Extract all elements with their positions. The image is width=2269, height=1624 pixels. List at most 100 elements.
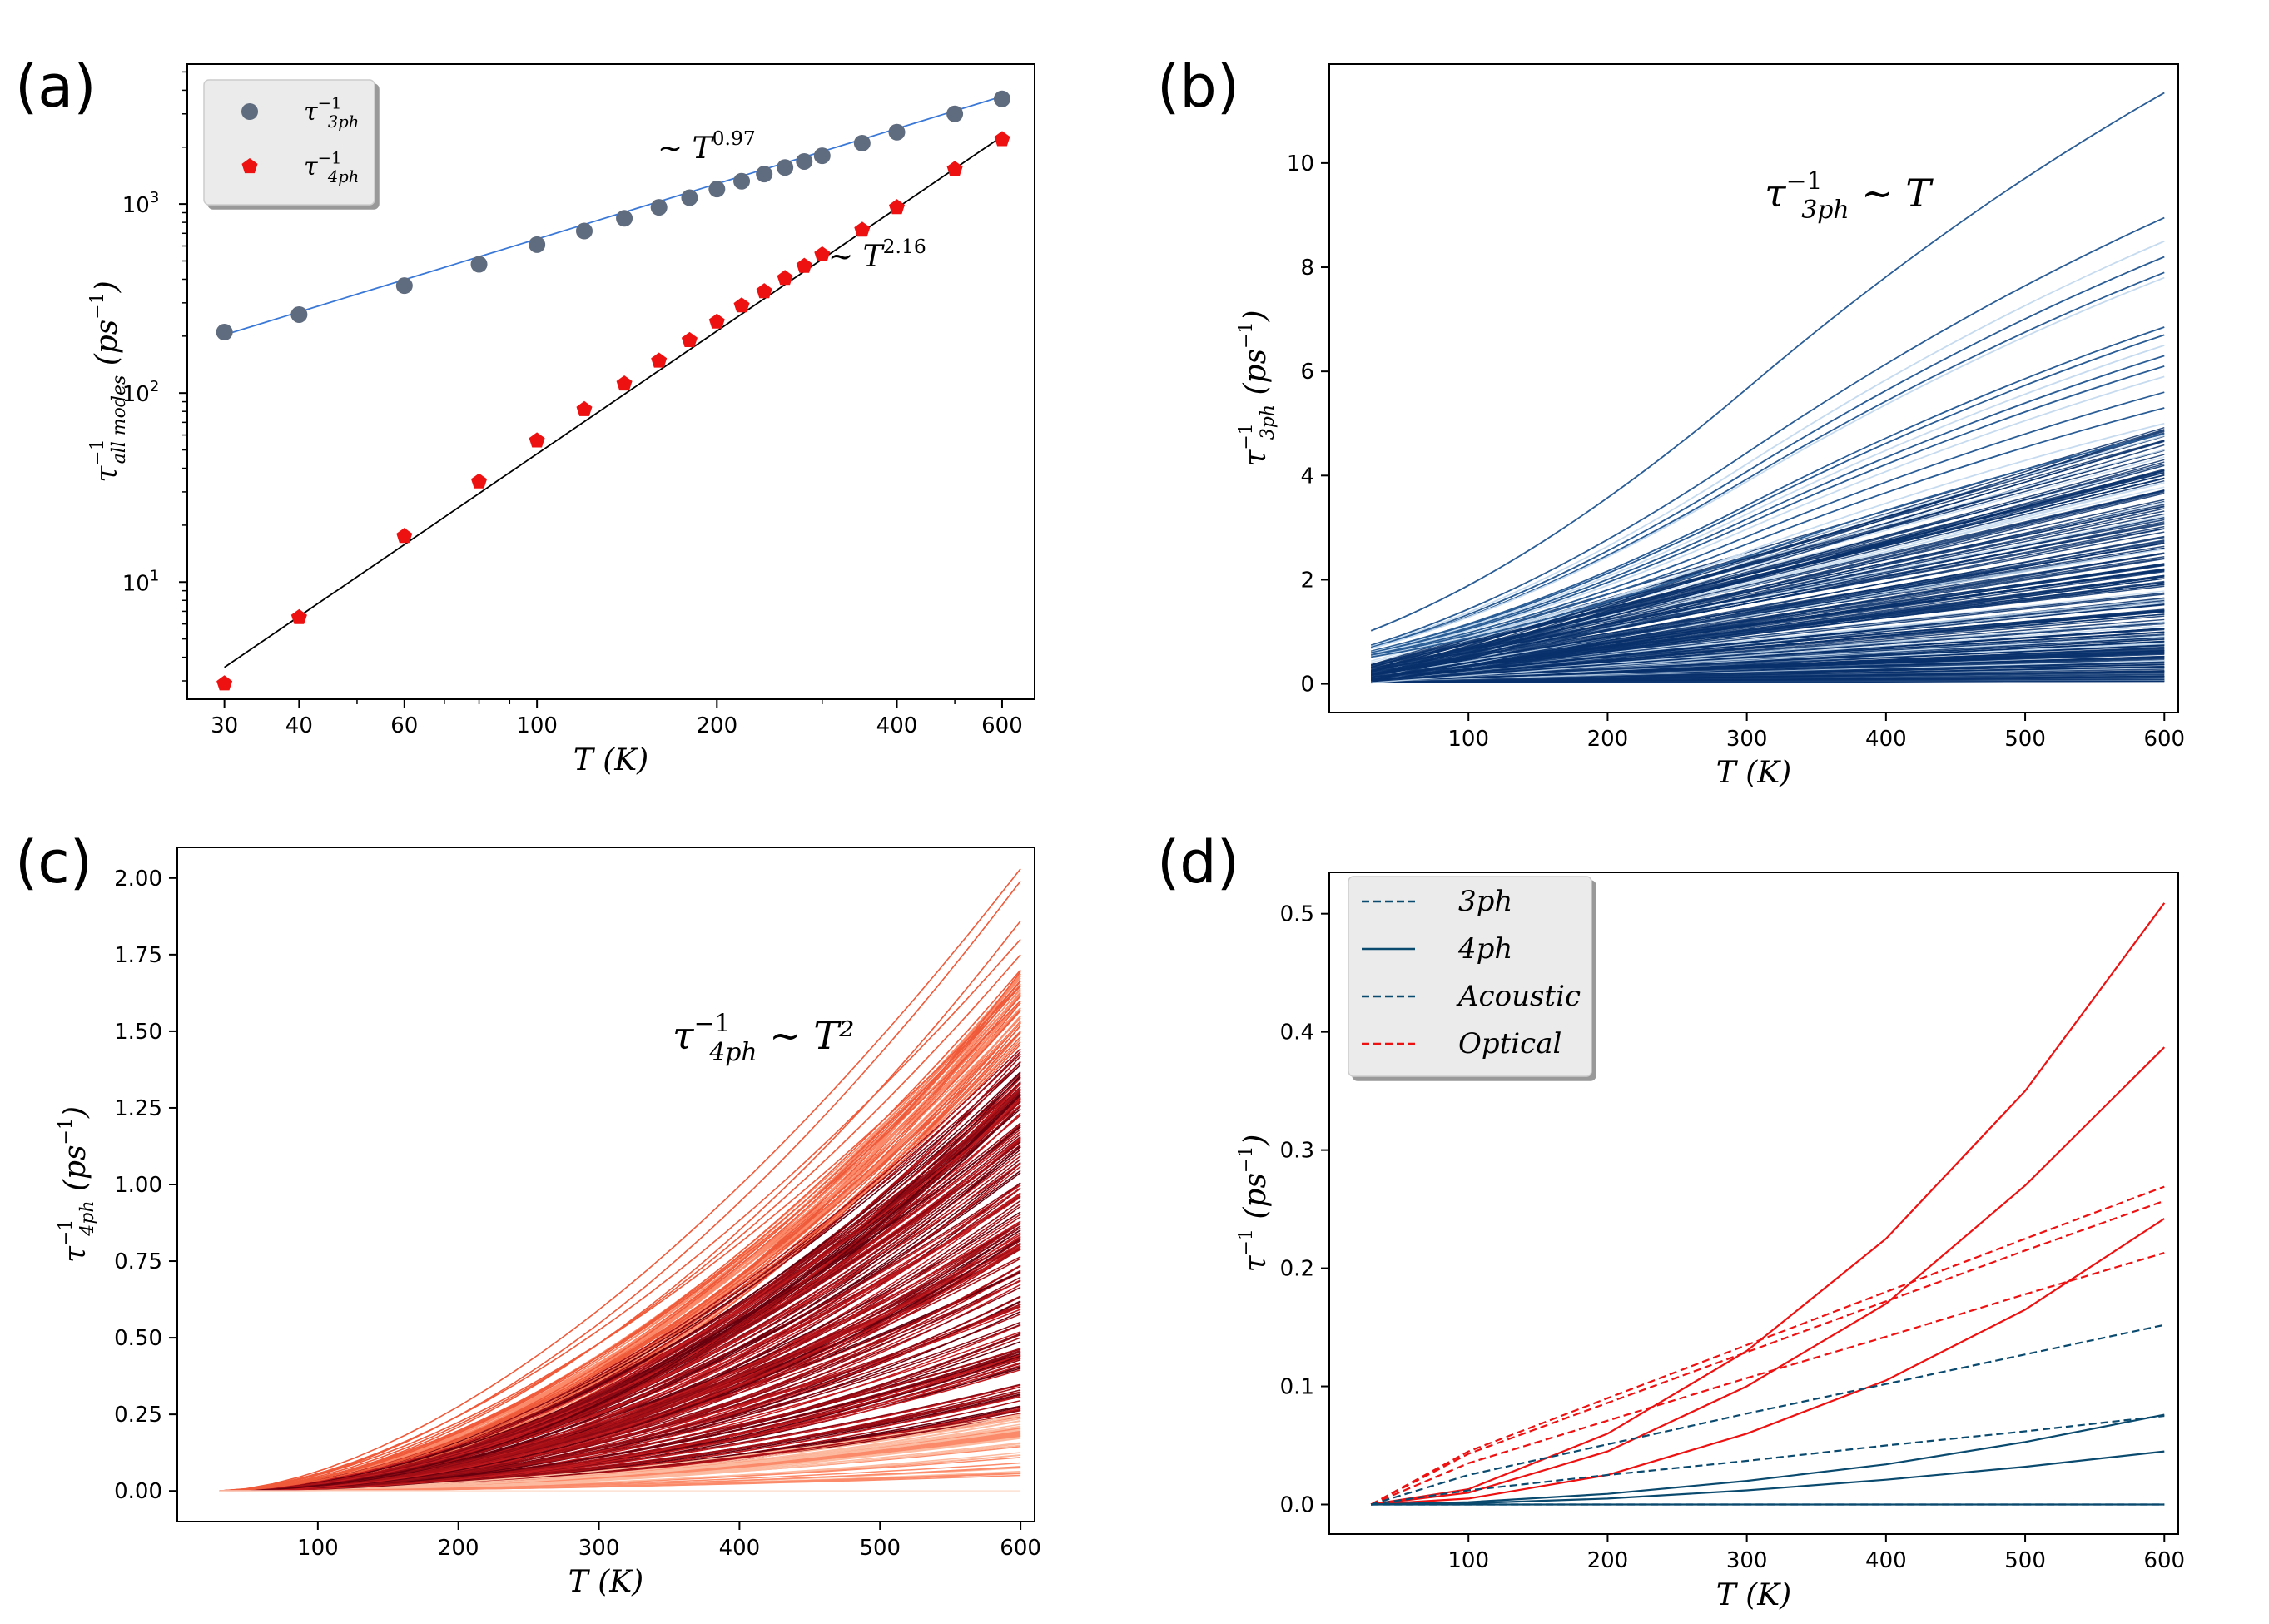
annotation-c-sub: 4ph xyxy=(708,1038,757,1067)
series-line-c-top xyxy=(219,938,1021,1492)
panel-c-chart: 100 200 300 400 500 600 0.00 0.25 0.50 0.75 1.00 1.… xyxy=(56,847,1041,1599)
y-tick-label-c: 1.00 xyxy=(114,1173,162,1198)
legend-label-a-4ph: τ−1 4ph xyxy=(304,149,359,187)
y-tick-label-a: 103 xyxy=(122,189,160,218)
series-line-b-top xyxy=(1370,391,2165,656)
x-tick-label-b: 500 xyxy=(2004,727,2046,752)
data-point-a-4ph xyxy=(854,221,871,237)
series-line-c-top xyxy=(219,868,1021,1492)
data-point-a-3ph xyxy=(853,134,871,151)
series-line-b-top xyxy=(1370,355,2165,654)
data-point-a-4ph xyxy=(708,313,725,329)
data-point-a-3ph xyxy=(395,277,413,295)
annotation-b-base: τ xyxy=(1765,171,1787,216)
y-axis-label-d: τ−1 (ps−1) xyxy=(1236,1135,1273,1273)
data-point-a-4ph xyxy=(889,199,905,215)
data-point-a-3ph xyxy=(888,123,906,141)
x-axis-label-b-base: T xyxy=(1716,756,1739,790)
panel-label-d: (d) xyxy=(1157,828,1239,896)
data-point-a-4ph xyxy=(946,161,963,176)
x-tick-label-c: 400 xyxy=(719,1536,761,1561)
series-line-b-top xyxy=(1371,407,2165,657)
legend-box-d xyxy=(1348,876,1592,1077)
series-line-c xyxy=(219,1295,1021,1492)
fit-label-a-4ph-sup: 2.16 xyxy=(883,235,926,258)
y-tick-label-c: 0.75 xyxy=(114,1249,162,1274)
series-line-c xyxy=(219,1009,1021,1492)
x-axis-label-b-rest: (K) xyxy=(1736,756,1791,790)
series-line-b xyxy=(1370,459,2165,677)
series-line-b xyxy=(1370,471,2165,668)
x-axis-label-c: T (K) xyxy=(568,1565,643,1599)
y-label-a-tau: τ xyxy=(90,465,124,483)
data-point-a-4ph xyxy=(796,257,812,273)
data-point-a-4ph xyxy=(290,608,307,624)
series-line-c xyxy=(219,1235,1021,1492)
series-line-c xyxy=(219,1368,1021,1492)
y-tick-base-a: 10 xyxy=(122,193,150,218)
y-tick-exp-a: 1 xyxy=(150,567,159,584)
x-axis-label-d-base: T xyxy=(1716,1578,1739,1612)
y-tick-label-b: 6 xyxy=(1300,360,1314,385)
series-line-c-top xyxy=(219,985,1021,1492)
annotation-c-base: τ xyxy=(673,1013,695,1058)
series-line-b xyxy=(1371,505,2165,675)
data-point-a-4ph xyxy=(529,432,545,448)
series-line-b xyxy=(1370,456,2165,667)
series-line-d-2 xyxy=(1371,1218,2165,1506)
x-tick-label-d: 200 xyxy=(1587,1548,1629,1573)
y-axis-label-c-text: τ−14ph (ps−1) xyxy=(56,1106,98,1263)
data-point-a-3ph xyxy=(650,199,668,216)
x-axis-label-a-base: T xyxy=(573,743,596,777)
series-line-b xyxy=(1371,603,2165,683)
data-point-a-3ph xyxy=(993,90,1010,107)
data-point-a-4ph xyxy=(777,270,793,286)
y-label-b-close: ) xyxy=(1239,310,1273,322)
series-line-b xyxy=(1370,440,2165,678)
series-line-b-top xyxy=(1370,216,2165,647)
y-label-b-sup: −1 xyxy=(1236,423,1257,449)
data-point-a-3ph xyxy=(616,210,633,227)
data-point-a-3ph xyxy=(796,152,813,170)
y-tick-base-a: 10 xyxy=(122,571,150,596)
x-axis-label-c-base: T xyxy=(568,1565,591,1599)
series-line-b-top xyxy=(1370,256,2165,648)
series-line-c-top xyxy=(219,881,1021,1492)
x-tick-label-d: 500 xyxy=(2004,1548,2046,1573)
x-axis-label-d: T (K) xyxy=(1716,1578,1791,1612)
data-point-a-3ph xyxy=(681,189,698,206)
legend-label-a-4ph-base: τ xyxy=(304,152,318,181)
y-tick-label-c: 1.50 xyxy=(114,1020,162,1045)
data-point-a-4ph xyxy=(994,131,1010,147)
y-tick-label-b: 2 xyxy=(1300,568,1314,593)
panel-label-a: (a) xyxy=(15,52,97,121)
plot-frame-b xyxy=(1328,63,2179,713)
y-label-b-tau: τ xyxy=(1239,449,1273,467)
series-line-d-4 xyxy=(1370,1199,2165,1506)
series-line-b xyxy=(1371,655,2165,682)
legend-label-d-1: 4ph xyxy=(1457,932,1512,966)
y-label-d-close: ) xyxy=(1239,1135,1273,1147)
y-tick-label-d: 0.0 xyxy=(1280,1493,1314,1518)
series-line-c-top xyxy=(219,1031,1021,1492)
y-tick-label-b: 8 xyxy=(1300,256,1314,281)
series-line-b xyxy=(1371,661,2165,683)
series-line-b-top xyxy=(1370,326,2165,653)
y-axis-label-b-text: τ−13ph (ps−1) xyxy=(1236,310,1278,466)
plot-frame-d xyxy=(1328,872,2179,1535)
y-axis-label-a: τ−1all modes (ps−1) xyxy=(87,281,130,483)
x-axis-label-d-rest: (K) xyxy=(1736,1578,1791,1612)
series-line-b xyxy=(1370,444,2165,683)
series-line-b xyxy=(1371,548,2165,678)
y-label-a-sub: all modes xyxy=(109,375,130,464)
y-label-c-tau: τ xyxy=(58,1245,92,1263)
fit-label-a-3ph: ~ T0.97 xyxy=(658,127,756,166)
series-line-b xyxy=(1371,553,2165,683)
data-point-a-3ph xyxy=(946,105,964,122)
series-line-b xyxy=(1371,680,2165,683)
series-line-d-0 xyxy=(1371,902,2166,1506)
legend-label-a-3ph-sup: −1 xyxy=(318,94,342,113)
